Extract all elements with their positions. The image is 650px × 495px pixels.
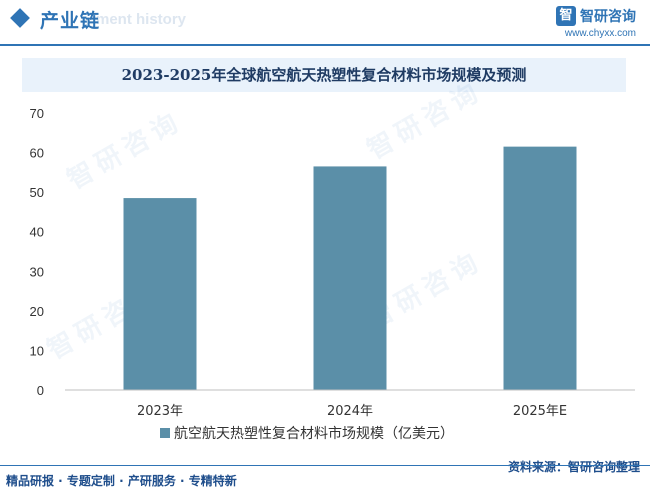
bar	[123, 198, 197, 390]
bars	[123, 146, 577, 390]
logo-name: 智研咨询	[580, 9, 636, 25]
logo: 智 智研咨询 www.chyxx.com	[556, 6, 636, 39]
y-tick-label: 50	[30, 185, 44, 200]
diamond-icon	[10, 8, 30, 28]
footer-divider	[0, 465, 650, 466]
chart-title: 2023-2025年全球航空航天热塑性复合材料市场规模及预测	[121, 66, 527, 84]
legend-swatch	[160, 428, 170, 438]
x-tick-label: 2023年	[137, 404, 183, 419]
bar	[503, 146, 577, 390]
legend: 航空航天热塑性复合材料市场规模（亿美元）	[160, 425, 454, 442]
header-divider	[0, 44, 650, 46]
logo-icon: 智	[556, 6, 576, 26]
bar-chart: 0 10 20 30 40 50 60 70 2023年 2024年 2025年E 航空航天热塑性…	[30, 106, 635, 442]
y-tick-label: 60	[30, 146, 44, 161]
section-title: 产业链	[40, 10, 101, 32]
x-tick-label: 2025年E	[513, 404, 567, 419]
y-tick-label: 10	[30, 343, 44, 358]
x-tick-label: 2024年	[327, 404, 373, 419]
footer-tagline: 精品研报 · 专题定制 · 产研服务 · 专精特新	[6, 474, 237, 488]
header: ment history 产业链 智 智研咨询 www.chyxx.com	[0, 0, 650, 46]
y-tick-label: 20	[30, 304, 44, 319]
section-subtitle: ment history	[96, 11, 187, 28]
chart-title-bar: 2023-2025年全球航空航天热塑性复合材料市场规模及预测	[22, 58, 626, 92]
logo-url: www.chyxx.com	[564, 28, 636, 39]
legend-label: 航空航天热塑性复合材料市场规模（亿美元）	[174, 425, 454, 442]
y-tick-label: 70	[30, 106, 44, 121]
bar	[313, 166, 387, 390]
x-axis: 2023年 2024年 2025年E	[65, 389, 635, 419]
source-note: 资料来源：智研咨询整理	[507, 460, 640, 474]
y-axis: 0 10 20 30 40 50 60 70	[30, 106, 44, 398]
y-tick-label: 30	[30, 264, 44, 279]
y-tick-label: 0	[37, 383, 44, 398]
y-tick-label: 40	[30, 225, 44, 240]
